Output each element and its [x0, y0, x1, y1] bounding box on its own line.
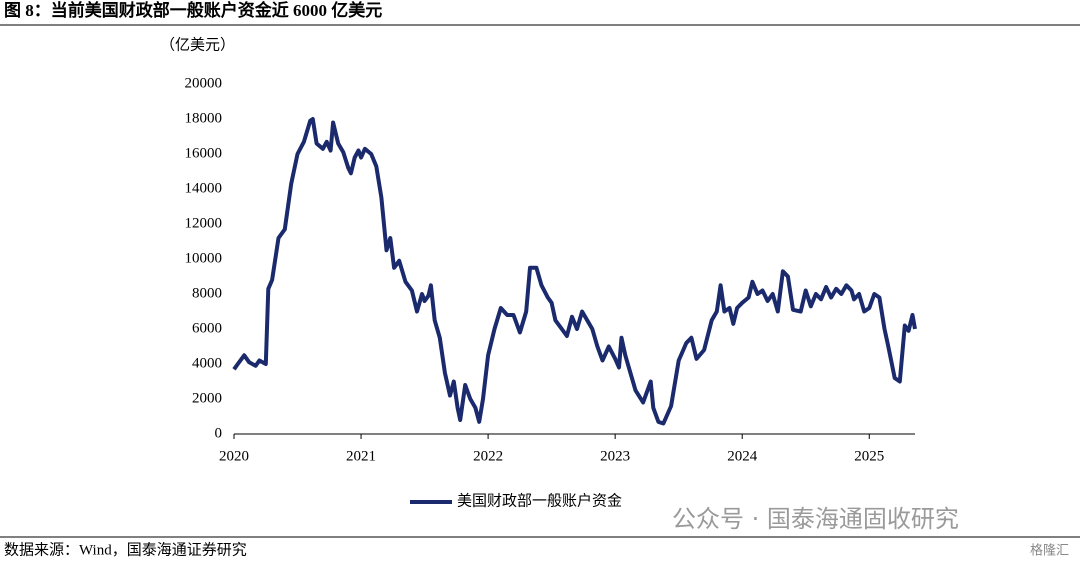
x-tick-label: 2022	[473, 448, 503, 464]
legend-label: 美国财政部一般账户资金	[457, 492, 622, 509]
logo: 格隆汇	[1030, 543, 1069, 559]
chart-title: 图 8：当前美国财政部一般账户资金近 6000 亿美元	[4, 0, 382, 20]
series-line	[232, 117, 917, 426]
x-tick-label: 2023	[600, 448, 630, 464]
y-tick-label: 6000	[192, 320, 222, 336]
y-tick-label: 14000	[185, 180, 223, 196]
x-tick-label: 2021	[346, 448, 376, 464]
y-tick-label: 0	[215, 425, 223, 441]
watermark: 公众号 · 国泰海通固收研究	[672, 505, 959, 533]
x-tick-label: 2025	[854, 448, 884, 464]
y-unit: （亿美元）	[160, 36, 235, 53]
x-tick-label: 2024	[727, 448, 758, 464]
source: 数据来源：Wind，国泰海通证券研究	[4, 541, 247, 558]
y-tick-label: 2000	[192, 390, 222, 406]
x-tick-label: 2020	[219, 448, 249, 464]
y-tick-label: 20000	[185, 75, 223, 91]
y-tick-label: 16000	[185, 145, 223, 161]
y-tick-label: 10000	[185, 250, 223, 266]
y-tick-label: 8000	[192, 285, 222, 301]
y-tick-label: 12000	[185, 215, 223, 231]
y-tick-label: 18000	[185, 110, 223, 126]
y-tick-label: 4000	[192, 355, 222, 371]
